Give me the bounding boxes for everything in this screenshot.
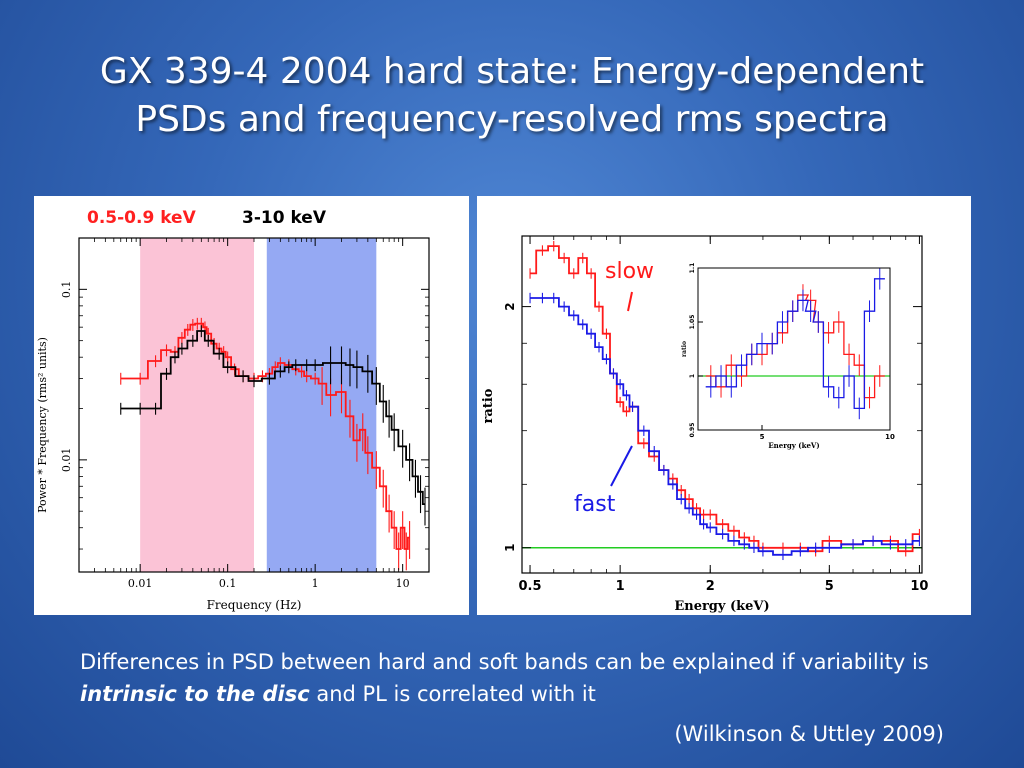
fast-pointer-line xyxy=(610,445,633,487)
inset-axes-frame xyxy=(697,267,891,431)
psd-xtick-label: 1 xyxy=(312,577,319,590)
psd-xtick-label: 0.01 xyxy=(128,577,153,590)
rms-xtick-label: 0.5 xyxy=(519,579,542,594)
psd-series-line-soft xyxy=(120,322,410,550)
psd-plot-group: 0.01 0.1 1 10 0.01 0.1 Frequency (Hz) Power * F… xyxy=(36,208,430,612)
psd-xtick-label: 0.1 xyxy=(219,577,237,590)
caption-emphasis: intrinsic to the disc xyxy=(80,682,310,706)
inset-series-line-fast xyxy=(705,278,885,410)
slow-annotation: slow xyxy=(605,259,654,284)
rms-axes-frame xyxy=(521,235,923,574)
inset-ytick-label: 1 xyxy=(689,374,696,378)
rms-xtick-label: 2 xyxy=(706,579,715,594)
rms-y-axis-label: ratio xyxy=(481,388,496,423)
psd-ytick-label: 0.01 xyxy=(60,448,73,473)
inset-ytick-label: 0.95 xyxy=(689,423,696,438)
inset-x-axis-label: Energy (keV) xyxy=(768,441,819,450)
psd-figure-panel: 0.01 0.1 1 10 0.01 0.1 Frequency (Hz) Power * F… xyxy=(34,196,469,615)
psd-ytick-label: 0.1 xyxy=(60,281,73,299)
slide-title: GX 339-4 2004 hard state: Energy-depende… xyxy=(30,48,994,144)
inset-y-axis-label: ratio xyxy=(681,341,688,357)
psd-xtick-label: 10 xyxy=(396,577,410,590)
psd-series-line-hard xyxy=(120,330,425,505)
caption-text: Differences in PSD between hard and soft… xyxy=(80,646,960,710)
rms-spectra-figure-panel: 0.5 1 2 5 10 1 2 Energy (keV) ratio slow fast 5 10 0.… xyxy=(477,196,971,615)
rms-xtick-label: 10 xyxy=(910,579,928,594)
rms-ytick-label: 2 xyxy=(503,302,517,310)
rms-ytick-label: 1 xyxy=(503,544,517,552)
inset-xtick-label: 10 xyxy=(885,433,895,441)
slow-pointer-line xyxy=(627,291,633,312)
inset-ytick-label: 1.1 xyxy=(689,263,696,274)
caption-part-1: Differences in PSD between hard and soft… xyxy=(80,650,929,674)
band-label-hard: 3-10 keV xyxy=(242,208,327,228)
fast-annotation: fast xyxy=(574,492,616,517)
rms-series-line-fast xyxy=(530,297,920,556)
inset-xtick-label: 5 xyxy=(760,433,765,441)
pink-frequency-region xyxy=(140,238,254,572)
rms-x-axis-label: Energy (keV) xyxy=(674,599,769,614)
band-label-soft: 0.5-0.9 keV xyxy=(87,208,197,228)
psd-x-axis-label: Frequency (Hz) xyxy=(207,598,302,612)
rms-plot-group: 0.5 1 2 5 10 1 2 Energy (keV) ratio slow fast xyxy=(481,235,928,614)
title-line-1: GX 339-4 2004 hard state: Energy-depende… xyxy=(99,51,925,92)
inset-ytick-label: 1.05 xyxy=(689,315,696,330)
psd-chart: 0.01 0.1 1 10 0.01 0.1 Frequency (Hz) Power * F… xyxy=(36,208,430,612)
caption-part-2: and PL is correlated with it xyxy=(309,682,596,706)
rms-xtick-label: 5 xyxy=(825,579,834,594)
title-line-2: PSDs and frequency-resolved rms spectra xyxy=(135,99,889,140)
blue-frequency-region xyxy=(266,238,377,572)
citation: (Wilkinson & Uttley 2009) xyxy=(674,722,944,746)
inset-plot-group: 5 10 0.95 1 1.05 1.1 Energy (keV) ratio xyxy=(681,263,895,450)
psd-y-axis-label: Power * Frequency (rms² units) xyxy=(36,337,49,513)
inset-background xyxy=(698,268,890,430)
rms-xtick-label: 1 xyxy=(616,579,625,594)
